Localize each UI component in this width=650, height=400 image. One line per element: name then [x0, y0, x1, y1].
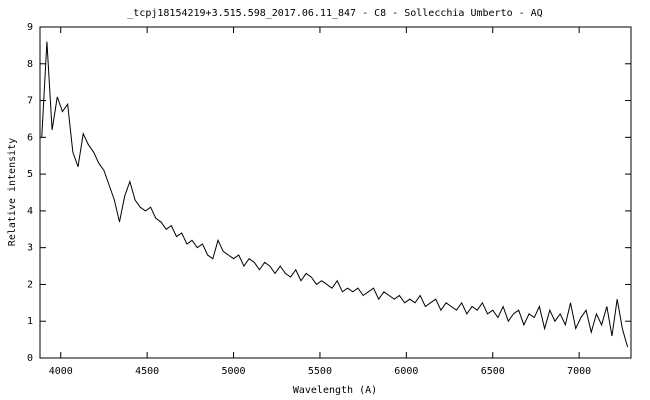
y-tick-label: 4 [27, 206, 33, 217]
y-tick-label: 1 [27, 316, 33, 327]
x-tick-label: 6000 [394, 366, 418, 377]
y-tick-label: 9 [27, 22, 33, 33]
x-tick-label: 7000 [567, 366, 591, 377]
spectrum-line [41, 41, 629, 348]
y-axis-label: Relative intensity [7, 138, 18, 246]
plot-border [39, 26, 632, 359]
x-tick-label: 4500 [135, 366, 159, 377]
y-tick-label: 3 [27, 243, 33, 254]
x-tick-label: 6500 [481, 366, 505, 377]
y-tick-label: 7 [27, 96, 33, 107]
x-axis-label: Wavelength (A) [293, 385, 377, 396]
x-tick-label: 5500 [308, 366, 332, 377]
y-tick-label: 2 [27, 279, 33, 290]
y-tick-label: 6 [27, 132, 33, 143]
y-tick-label: 5 [27, 169, 33, 180]
y-tick-label: 8 [27, 59, 33, 70]
x-tick-label: 4000 [49, 366, 73, 377]
x-tick-label: 5000 [221, 366, 245, 377]
chart-title: _tcpj18154219+3.515.598_2017.06.11_847 -… [127, 8, 542, 19]
y-tick-label: 0 [27, 353, 33, 364]
